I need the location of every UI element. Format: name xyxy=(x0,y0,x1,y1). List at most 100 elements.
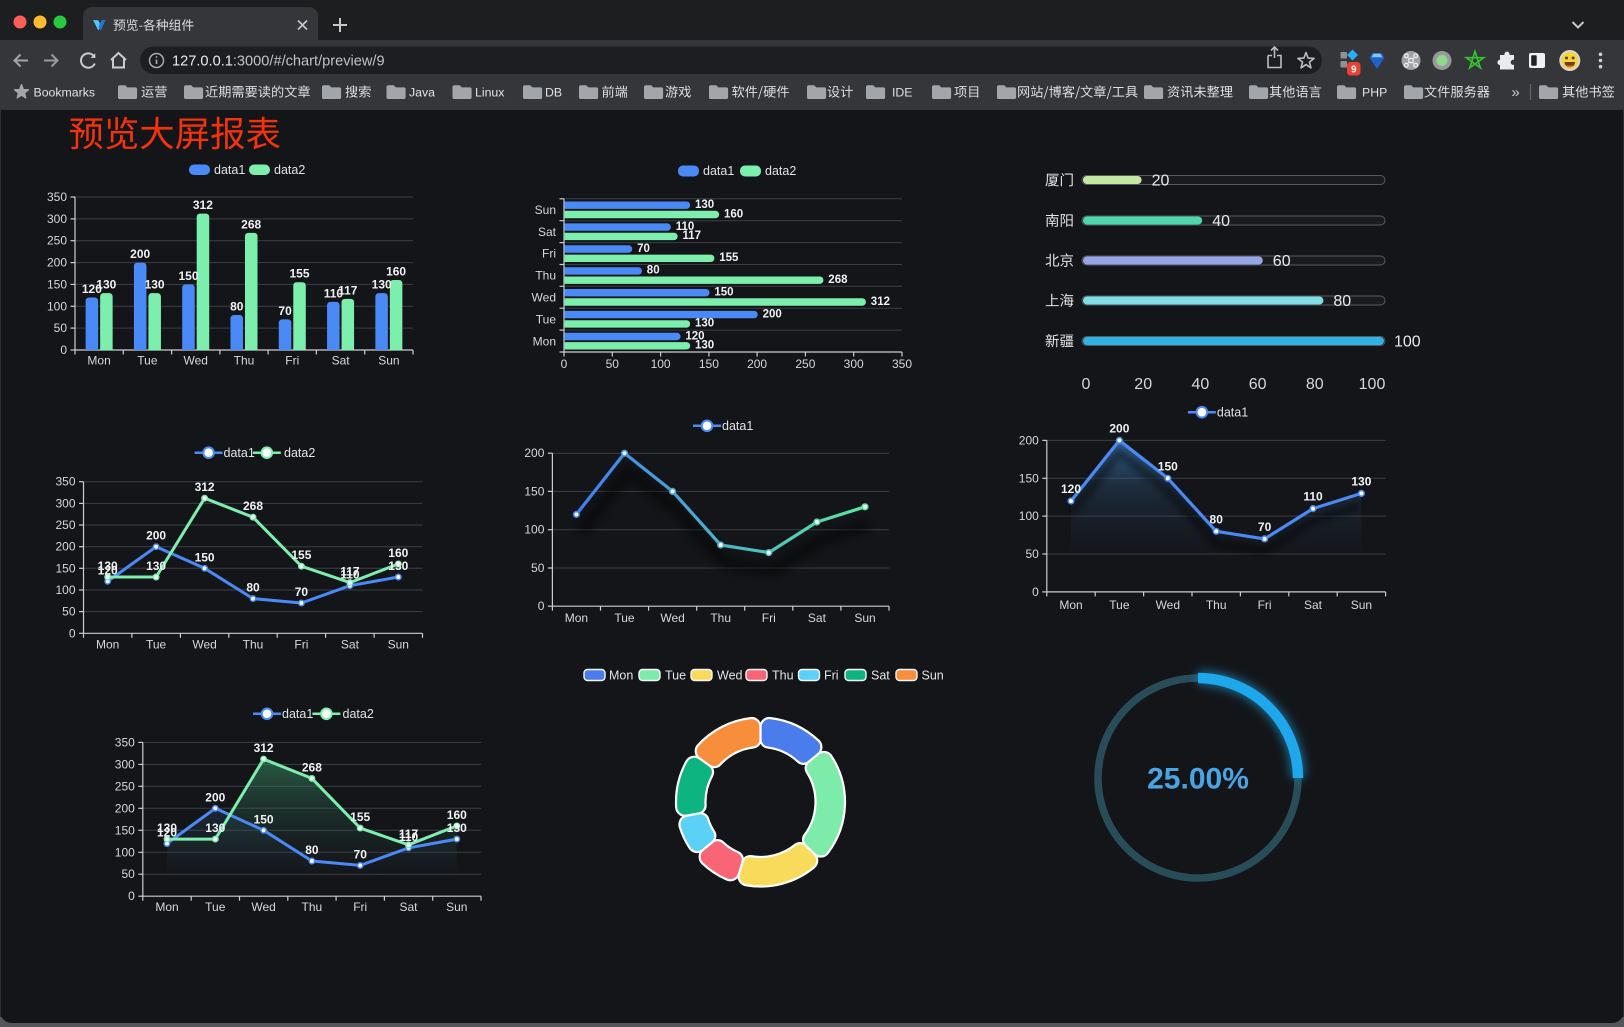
svg-text:130: 130 xyxy=(695,199,714,211)
svg-text:350: 350 xyxy=(55,475,75,489)
svg-text:20: 20 xyxy=(1134,376,1152,393)
svg-text:250: 250 xyxy=(795,357,815,371)
svg-text:50: 50 xyxy=(1025,547,1039,561)
svg-text:Wed: Wed xyxy=(532,291,556,305)
svg-text:200: 200 xyxy=(146,529,166,543)
svg-text:50: 50 xyxy=(62,605,76,619)
svg-text:50: 50 xyxy=(606,357,620,371)
svg-text:100: 100 xyxy=(55,583,75,597)
svg-text:Mon: Mon xyxy=(87,354,110,368)
svg-text:80: 80 xyxy=(647,265,660,277)
svg-text:312: 312 xyxy=(254,741,274,755)
svg-text:data1: data1 xyxy=(214,163,245,177)
svg-text:200: 200 xyxy=(747,357,767,371)
svg-text:300: 300 xyxy=(55,496,75,510)
svg-text:160: 160 xyxy=(447,808,467,822)
svg-text:130: 130 xyxy=(157,821,177,835)
svg-text:100: 100 xyxy=(1019,509,1039,523)
svg-text:160: 160 xyxy=(388,546,408,560)
svg-text:Linux: Linux xyxy=(475,85,505,99)
svg-text:Wed: Wed xyxy=(1156,598,1180,612)
svg-text:Wed: Wed xyxy=(192,638,216,652)
svg-text:Sat: Sat xyxy=(332,354,351,368)
svg-text:250: 250 xyxy=(115,779,135,793)
svg-text:300: 300 xyxy=(115,757,135,771)
svg-text:data1: data1 xyxy=(722,419,753,433)
svg-text:110: 110 xyxy=(1303,490,1323,504)
svg-text:160: 160 xyxy=(724,208,743,220)
svg-text:200: 200 xyxy=(55,540,75,554)
svg-text:110: 110 xyxy=(340,568,360,582)
svg-text:Fri: Fri xyxy=(762,611,776,625)
svg-text:150: 150 xyxy=(524,484,544,498)
svg-text:Sun: Sun xyxy=(446,900,467,914)
svg-text:130: 130 xyxy=(372,278,392,292)
svg-text:300: 300 xyxy=(844,357,864,371)
svg-text:0: 0 xyxy=(69,626,76,640)
svg-text:130: 130 xyxy=(695,340,714,352)
svg-text:Thu: Thu xyxy=(243,638,264,652)
svg-text:Sun: Sun xyxy=(388,638,409,652)
svg-text:100: 100 xyxy=(1359,376,1386,393)
svg-text:70: 70 xyxy=(295,585,309,599)
svg-text:110: 110 xyxy=(324,286,344,300)
svg-text:0: 0 xyxy=(561,357,568,371)
svg-text:Sat: Sat xyxy=(341,638,360,652)
svg-text:data1: data1 xyxy=(703,164,734,178)
svg-text:155: 155 xyxy=(719,252,739,264)
svg-text:130: 130 xyxy=(695,318,714,330)
svg-text:80: 80 xyxy=(230,300,244,314)
svg-text:Sun: Sun xyxy=(378,354,399,368)
svg-text:120: 120 xyxy=(157,826,177,840)
svg-text:0: 0 xyxy=(1082,376,1091,393)
svg-text:60: 60 xyxy=(1273,253,1291,270)
svg-text:Fri: Fri xyxy=(542,247,556,261)
svg-text:Mon: Mon xyxy=(533,334,556,348)
svg-text:117: 117 xyxy=(399,827,419,841)
svg-text:»: » xyxy=(1511,84,1519,101)
svg-text:268: 268 xyxy=(243,499,263,513)
svg-text:Fri: Fri xyxy=(294,638,308,652)
svg-text:150: 150 xyxy=(115,823,135,837)
svg-text:155: 155 xyxy=(291,548,311,562)
svg-text:Thu: Thu xyxy=(1206,598,1227,612)
svg-text:IDE: IDE xyxy=(892,85,913,99)
svg-text:Thu: Thu xyxy=(710,611,731,625)
svg-text:150: 150 xyxy=(714,287,733,299)
svg-text:0: 0 xyxy=(538,599,545,613)
svg-text:50: 50 xyxy=(121,867,135,881)
svg-text:data1: data1 xyxy=(224,446,255,460)
svg-text:Thu: Thu xyxy=(234,354,255,368)
svg-text:117: 117 xyxy=(340,565,360,579)
svg-text:150: 150 xyxy=(195,550,215,564)
svg-text:150: 150 xyxy=(1158,459,1178,473)
svg-text:Sun: Sun xyxy=(854,611,875,625)
svg-text:Tue: Tue xyxy=(536,312,557,326)
svg-text:Fri: Fri xyxy=(824,669,839,683)
svg-text:120: 120 xyxy=(1061,482,1081,496)
svg-text:155: 155 xyxy=(350,810,370,824)
svg-text:130: 130 xyxy=(96,278,116,292)
svg-text:Mon: Mon xyxy=(609,669,633,683)
svg-text:Sun: Sun xyxy=(535,203,556,217)
svg-text:Wed: Wed xyxy=(717,669,743,683)
svg-text:300: 300 xyxy=(47,212,67,226)
svg-text:120: 120 xyxy=(82,282,102,296)
svg-text:130: 130 xyxy=(388,559,408,573)
svg-text:data2: data2 xyxy=(343,707,374,721)
svg-text:200: 200 xyxy=(1019,433,1039,447)
svg-text:312: 312 xyxy=(871,296,890,308)
svg-text:Mon: Mon xyxy=(96,638,119,652)
svg-text:160: 160 xyxy=(386,265,406,279)
svg-text:100: 100 xyxy=(524,523,544,537)
svg-text:60: 60 xyxy=(1249,376,1267,393)
svg-text:Sat: Sat xyxy=(399,900,418,914)
svg-text:data1: data1 xyxy=(282,707,313,721)
svg-text:data2: data2 xyxy=(284,446,315,460)
svg-text:130: 130 xyxy=(447,821,467,835)
svg-text:312: 312 xyxy=(193,198,213,212)
svg-text:150: 150 xyxy=(55,561,75,575)
svg-text:130: 130 xyxy=(98,559,118,573)
svg-text:312: 312 xyxy=(195,480,215,494)
svg-text:200: 200 xyxy=(1109,421,1129,435)
